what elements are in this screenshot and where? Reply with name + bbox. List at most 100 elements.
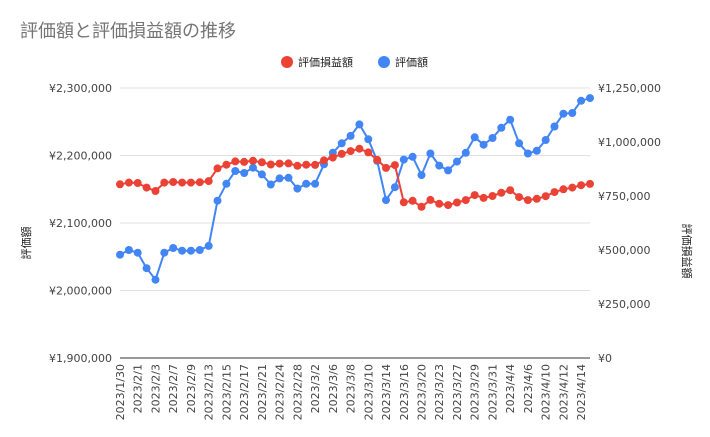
data-point — [541, 192, 550, 201]
data-point — [240, 157, 249, 166]
data-point — [506, 115, 515, 124]
data-point — [311, 160, 320, 169]
left-tick-label: ¥2,200,000 — [49, 150, 112, 163]
x-tick-label: 2023/3/27 — [451, 364, 464, 420]
left-axis-ticks: ¥1,900,000 ¥2,000,000 ¥2,100,000 ¥2,200,000… — [49, 82, 112, 365]
series-b — [116, 94, 594, 284]
data-point — [390, 161, 399, 170]
chart-title: 評価額と評価損益額の推移 — [20, 21, 236, 42]
data-point — [284, 173, 293, 182]
data-point — [453, 157, 461, 166]
x-tick-label: 2023/3/16 — [398, 364, 411, 420]
data-point — [231, 167, 240, 175]
data-point — [204, 177, 213, 186]
data-point — [506, 186, 515, 195]
data-point — [257, 170, 266, 179]
data-point — [470, 191, 479, 200]
data-point — [461, 148, 470, 157]
data-point — [399, 198, 408, 207]
data-point — [302, 160, 311, 169]
x-tick-label: 2023/4/12 — [557, 364, 570, 420]
data-point — [550, 122, 559, 131]
data-point — [275, 174, 284, 183]
data-point — [515, 139, 524, 148]
data-point — [417, 171, 426, 180]
x-tick-label: 2023/4/10 — [540, 364, 553, 420]
data-point — [142, 264, 151, 273]
data-point — [586, 179, 594, 188]
data-point — [320, 156, 328, 165]
x-tick-label: 2023/3/29 — [469, 364, 482, 420]
data-point — [382, 163, 390, 172]
data-point — [116, 250, 124, 259]
data-point — [151, 275, 160, 284]
data-point — [488, 192, 497, 200]
data-point — [133, 179, 142, 187]
x-tick-label: 2023/3/2 — [309, 364, 322, 413]
data-point — [169, 244, 178, 252]
data-point — [373, 155, 382, 164]
data-point — [346, 147, 355, 156]
data-point — [453, 198, 461, 207]
data-point — [195, 178, 204, 187]
data-point — [382, 196, 390, 205]
data-point — [488, 134, 497, 142]
left-tick-label: ¥2,300,000 — [49, 82, 112, 95]
data-point — [355, 144, 364, 153]
data-point — [204, 241, 213, 250]
right-tick-label: ¥750,000 — [598, 190, 651, 203]
data-point — [266, 180, 275, 189]
data-point — [426, 149, 435, 158]
data-point — [390, 183, 399, 192]
data-point — [293, 161, 302, 170]
data-point — [523, 149, 532, 158]
x-tick-label: 2023/3/23 — [433, 364, 446, 420]
data-point — [435, 161, 444, 170]
data-point — [160, 178, 169, 187]
x-tick-label: 2023/4/14 — [575, 364, 588, 420]
data-point — [142, 183, 151, 192]
left-axis-title: 評価額 — [19, 227, 33, 260]
data-point — [311, 179, 320, 188]
series-layer — [116, 94, 594, 284]
x-tick-label: 2023/3/20 — [416, 364, 429, 420]
legend-marker-series-a — [281, 56, 293, 68]
series-a — [116, 144, 594, 211]
x-tick-label: 2023/2/15 — [220, 364, 233, 420]
data-point — [515, 193, 524, 202]
data-point — [293, 184, 302, 193]
x-tick-label: 2023/3/14 — [380, 364, 393, 420]
data-point — [532, 146, 541, 155]
data-point — [497, 188, 506, 197]
data-point — [284, 159, 293, 168]
x-tick-label: 2023/2/3 — [149, 364, 162, 413]
left-tick-label: ¥2,100,000 — [49, 217, 112, 230]
data-point — [541, 136, 550, 144]
data-point — [355, 120, 364, 129]
data-point — [249, 156, 257, 165]
data-point — [435, 199, 444, 208]
right-axis-ticks: ¥0 ¥250,000 ¥500,000 ¥750,000 ¥1,000,000 ¥1,2… — [598, 82, 661, 365]
data-point — [222, 179, 231, 188]
data-point — [222, 160, 231, 169]
data-point — [408, 152, 417, 161]
gridlines — [120, 87, 590, 359]
data-point — [523, 196, 532, 205]
data-point — [178, 178, 187, 187]
left-tick-label: ¥1,900,000 — [49, 352, 112, 365]
data-point — [346, 131, 355, 140]
x-tick-label: 2023/4/6 — [522, 364, 535, 413]
data-point — [266, 160, 275, 169]
data-point — [577, 181, 586, 190]
data-point — [426, 195, 435, 204]
data-point — [240, 169, 249, 177]
data-point — [275, 159, 284, 168]
right-tick-label: ¥500,000 — [598, 244, 651, 257]
data-point — [461, 196, 470, 205]
right-tick-label: ¥250,000 — [598, 298, 651, 311]
data-point — [399, 155, 408, 164]
x-tick-label: 2023/2/28 — [291, 364, 304, 420]
right-axis-title: 評価損益額 — [680, 224, 694, 279]
data-point — [364, 148, 373, 157]
